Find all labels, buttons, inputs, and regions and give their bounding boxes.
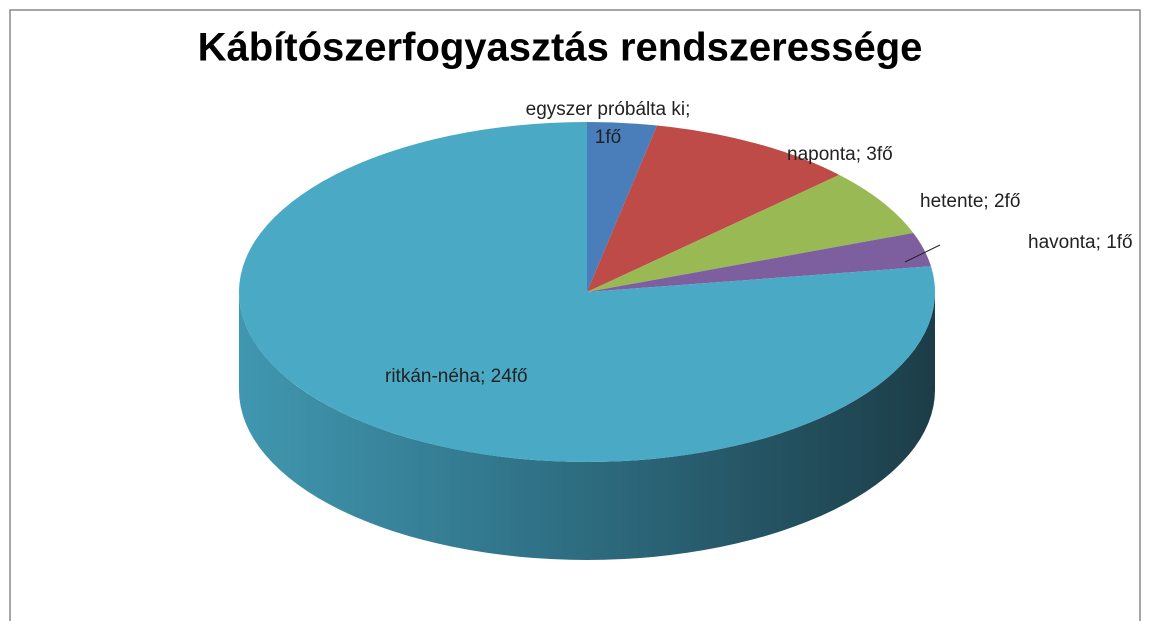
data-label-value: 24fő: [491, 366, 528, 387]
data-label-value: 2fő: [994, 191, 1020, 212]
category-name: ritkán-néha: [385, 366, 480, 387]
data-label-value: 3fő: [866, 144, 892, 165]
data-label-value: 1fő: [1106, 232, 1132, 253]
data-label: egyszer próbálta ki;: [526, 99, 691, 120]
label-separator: ;: [480, 366, 491, 387]
category-name: havonta: [1028, 232, 1096, 253]
data-label-value: 1fő: [595, 127, 621, 148]
data-label: ritkán-néha; 24fő: [385, 366, 528, 387]
data-label: naponta; 3fő: [787, 144, 893, 165]
slice: [587, 232, 931, 292]
label-separator: ;: [1096, 232, 1107, 253]
label-separator: ;: [856, 144, 867, 165]
category-name: hetente: [920, 191, 983, 212]
slice: [587, 125, 840, 292]
data-label: hetente; 2fő: [920, 191, 1020, 212]
label-separator: ;: [983, 191, 994, 212]
leader-line: [904, 244, 941, 263]
label-separator: ;: [685, 99, 690, 120]
chart-frame: [9, 9, 1141, 621]
category-name: egyszer próbálta ki: [526, 99, 685, 120]
slice: [587, 174, 914, 292]
data-label: havonta; 1fő: [1028, 232, 1133, 253]
slice: [239, 122, 936, 462]
slice-side: [239, 292, 935, 560]
slice: [587, 122, 658, 292]
category-name: naponta: [787, 144, 856, 165]
chart-title: Kábítószerfogyasztás rendszeressége: [198, 26, 923, 70]
